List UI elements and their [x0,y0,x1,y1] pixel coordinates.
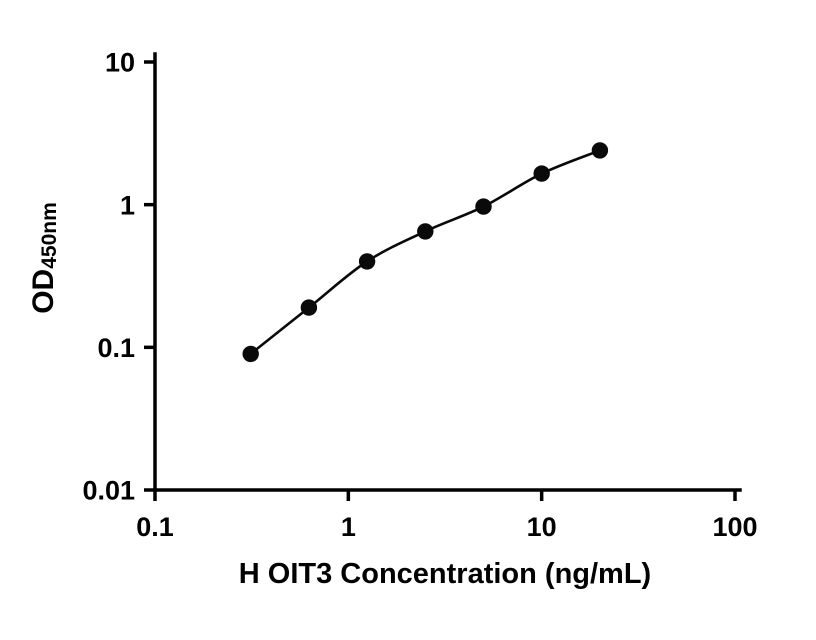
y-tick-label: 0.01 [82,476,135,506]
y-axis-title-subscript: 450nm [38,202,61,269]
y-tick-label: 10 [105,48,135,78]
y-axis-title-main: OD [27,268,60,314]
y-axis-title: OD 450nm [24,98,64,418]
data-point [300,299,318,316]
x-tick-label: 0.1 [136,512,174,542]
x-axis-title: H OIT3 Concentration (ng/mL) [238,558,652,590]
y-tick-label: 0.1 [97,333,135,363]
data-point [358,253,376,270]
data-point [533,165,550,182]
x-tick-label: 1 [341,512,356,542]
axis-spine [153,52,742,492]
data-point [242,345,259,363]
data-point [475,198,492,215]
data-point [417,223,434,240]
data-point [591,142,609,159]
x-tick-label: 100 [712,512,757,542]
fit-curve [249,149,601,355]
y-tick-label: 1 [120,190,135,220]
x-tick-label: 10 [527,512,557,542]
